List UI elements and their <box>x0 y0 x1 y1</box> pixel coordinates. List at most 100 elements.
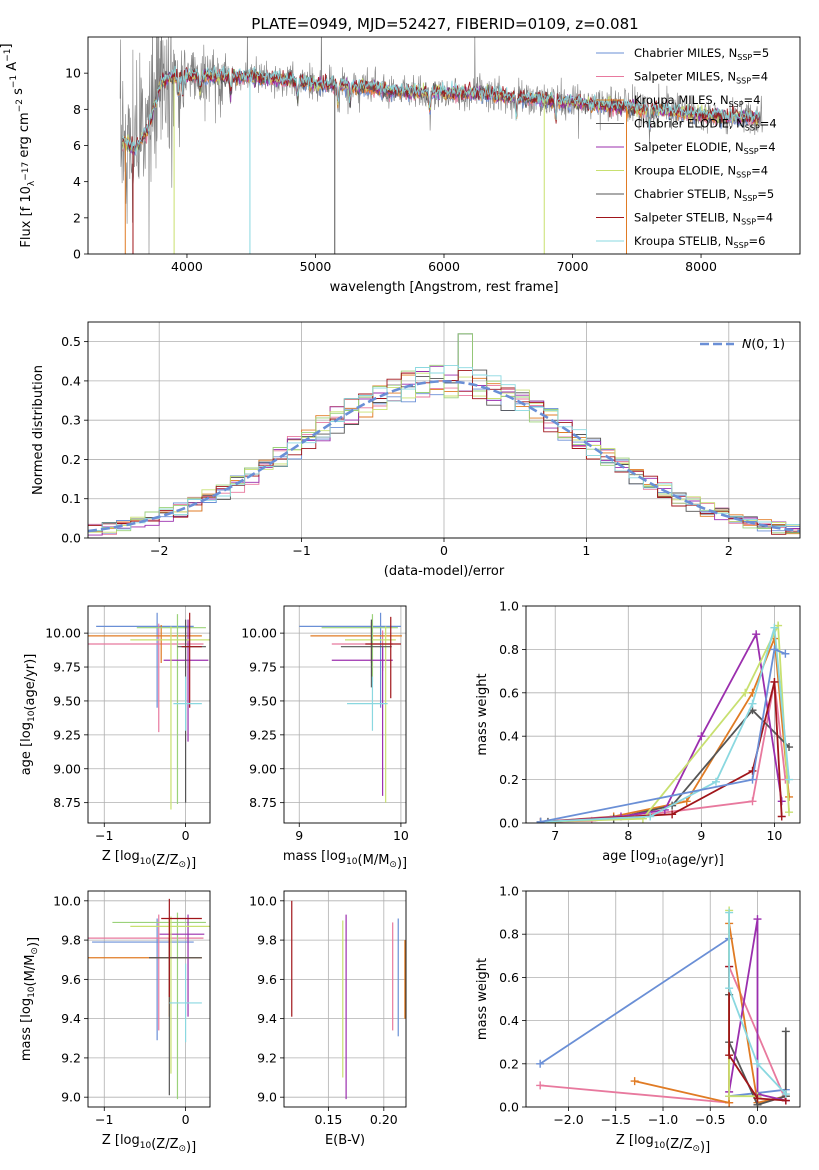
weight-marker <box>536 1059 545 1068</box>
label-part: Z [ <box>616 1133 634 1148</box>
legend-part: Chabrier STELIB, N <box>634 187 742 201</box>
y-tick-label: 9.25 <box>249 727 277 742</box>
residual-histogram-9 <box>88 365 800 531</box>
label-part: log <box>19 998 34 1018</box>
label-part: )] <box>26 937 41 947</box>
y-tick-label: 9.00 <box>53 761 81 776</box>
mass-vs-ebv-panel: 0.15 0.20 9.0 9.2 9.4 9.6 9.8 10.0 E(B-V) <box>249 890 407 1148</box>
weight-marker <box>646 812 655 821</box>
x-tick-label: 9 <box>697 828 705 843</box>
weight-marker <box>781 649 790 658</box>
y-tick-label: 0.3 <box>61 413 81 428</box>
x-tick-label: −1.0 <box>648 1112 678 1127</box>
x-tick-label: 0.20 <box>370 1112 398 1127</box>
label-part: log <box>326 849 346 864</box>
label-part: mass weight <box>475 673 490 755</box>
label-part: log <box>120 1133 140 1148</box>
label-part: erg cm <box>17 112 32 161</box>
label-part: 10 <box>140 1141 152 1151</box>
axes-frame <box>87 36 801 255</box>
x-tick-label: −2 <box>150 543 168 558</box>
x-axis-label: wavelength [Angstrom, rest frame] <box>330 280 559 295</box>
x-axis-label: Z [log10(Z/Z⊙)] <box>102 1133 196 1155</box>
weight-marker <box>753 915 762 924</box>
legend-label: Salpeter ELODIE, NSSP=4 <box>634 140 776 156</box>
label-part: 10 <box>655 857 667 867</box>
legend-label: Kroupa ELODIE, NSSP=4 <box>634 164 768 180</box>
legend-part: =4 <box>759 140 776 154</box>
legend-part: Kroupa MILES, N <box>634 93 729 107</box>
legend-label: N(0, 1) <box>742 336 785 351</box>
label-part: Z <box>170 853 179 868</box>
weight-marker <box>748 699 757 708</box>
legend-part: =5 <box>757 187 774 201</box>
x-tick-label: 10 <box>393 828 409 843</box>
weight-marker <box>748 766 757 775</box>
legend-part: SSP <box>745 124 760 133</box>
x-tick-label: −1 <box>292 543 310 558</box>
y-axis-label: mass [log10(M/M⊙)] <box>19 937 41 1061</box>
plot-area <box>88 612 210 810</box>
x-tick-label: 2 <box>725 543 733 558</box>
label-part: log <box>636 849 656 864</box>
legend-part: Salpeter ELODIE, N <box>634 140 744 154</box>
x-tick-label: 0.15 <box>314 1112 342 1127</box>
label-part: A <box>5 62 20 75</box>
spectrum-panel: 4000 5000 6000 7000 8000 0 2 4 6 8 10 Chabrier MILE… <box>0 36 801 295</box>
axes-frame <box>87 605 211 824</box>
legend-label: Kroupa MILES, NSSP=4 <box>634 93 760 109</box>
legend-label: Chabrier MILES, NSSP=5 <box>634 46 769 62</box>
x-tick-label: −2.0 <box>553 1112 583 1127</box>
y-tick-label: 1.0 <box>499 884 519 899</box>
y-tick-label: 10.00 <box>241 626 277 641</box>
weight-marker <box>753 1094 762 1103</box>
x-tick-label: −1 <box>95 1112 113 1127</box>
label-part: −1 <box>3 49 13 62</box>
label-part: E(B-V) <box>325 1133 365 1148</box>
weight-marker <box>752 630 761 639</box>
axes-frame <box>87 321 801 539</box>
weight-line-5 <box>540 622 790 823</box>
weight-marker <box>748 775 757 784</box>
y-tick-label: 9.75 <box>53 660 81 675</box>
label-part: Z <box>170 1137 179 1152</box>
x-tick-label: 0 <box>182 828 190 843</box>
weight-marker <box>725 1092 734 1101</box>
weight-marker <box>725 984 734 993</box>
y-axis-label: Flux [f 10λ−17 erg cm−2 s−1 A−1] <box>0 43 37 247</box>
weight-marker <box>748 797 757 806</box>
y-tick-label: 0.0 <box>499 816 519 831</box>
label-part: λ <box>27 180 37 186</box>
label-part: 10 <box>27 710 37 722</box>
plot-area <box>88 333 800 536</box>
label-part: 10 <box>27 986 37 998</box>
label-part: ⊙ <box>30 947 40 955</box>
label-part: ⊙ <box>178 1144 186 1154</box>
y-tick-label: 0.1 <box>61 491 81 506</box>
x-tick-label: 8 <box>624 828 632 843</box>
label-part: Normed distribution <box>31 365 46 495</box>
weight-marker <box>781 1090 790 1099</box>
weight-marker <box>753 1059 762 1068</box>
label-part: age [ <box>19 742 34 775</box>
axes-frame <box>525 890 801 1108</box>
weight-marker <box>770 623 779 632</box>
legend-part: =4 <box>756 211 773 225</box>
label-part: mass [ <box>19 1018 34 1061</box>
y-tick-label: 0.6 <box>499 970 519 985</box>
legend-part: =4 <box>744 93 761 107</box>
y-tick-label: 10.0 <box>53 893 81 908</box>
y-tick-label: 9.8 <box>61 933 81 948</box>
label-part: log <box>19 722 34 742</box>
legend-label: Kroupa STELIB, NSSP=6 <box>634 234 765 250</box>
x-tick-label: 7 <box>551 828 559 843</box>
mass-vs-z-panel: −1 09.09.29.49.69.810.0Z [log10(Z/Z⊙)]mas… <box>19 890 211 1155</box>
y-tick-label: 9.75 <box>249 660 277 675</box>
label-part: Flux [f 10 <box>19 186 34 247</box>
y-tick-label: 9.4 <box>61 1011 81 1026</box>
weight-line-8 <box>728 912 787 1095</box>
x-tick-label: −1.5 <box>601 1112 631 1127</box>
label-part: log <box>634 1133 654 1148</box>
